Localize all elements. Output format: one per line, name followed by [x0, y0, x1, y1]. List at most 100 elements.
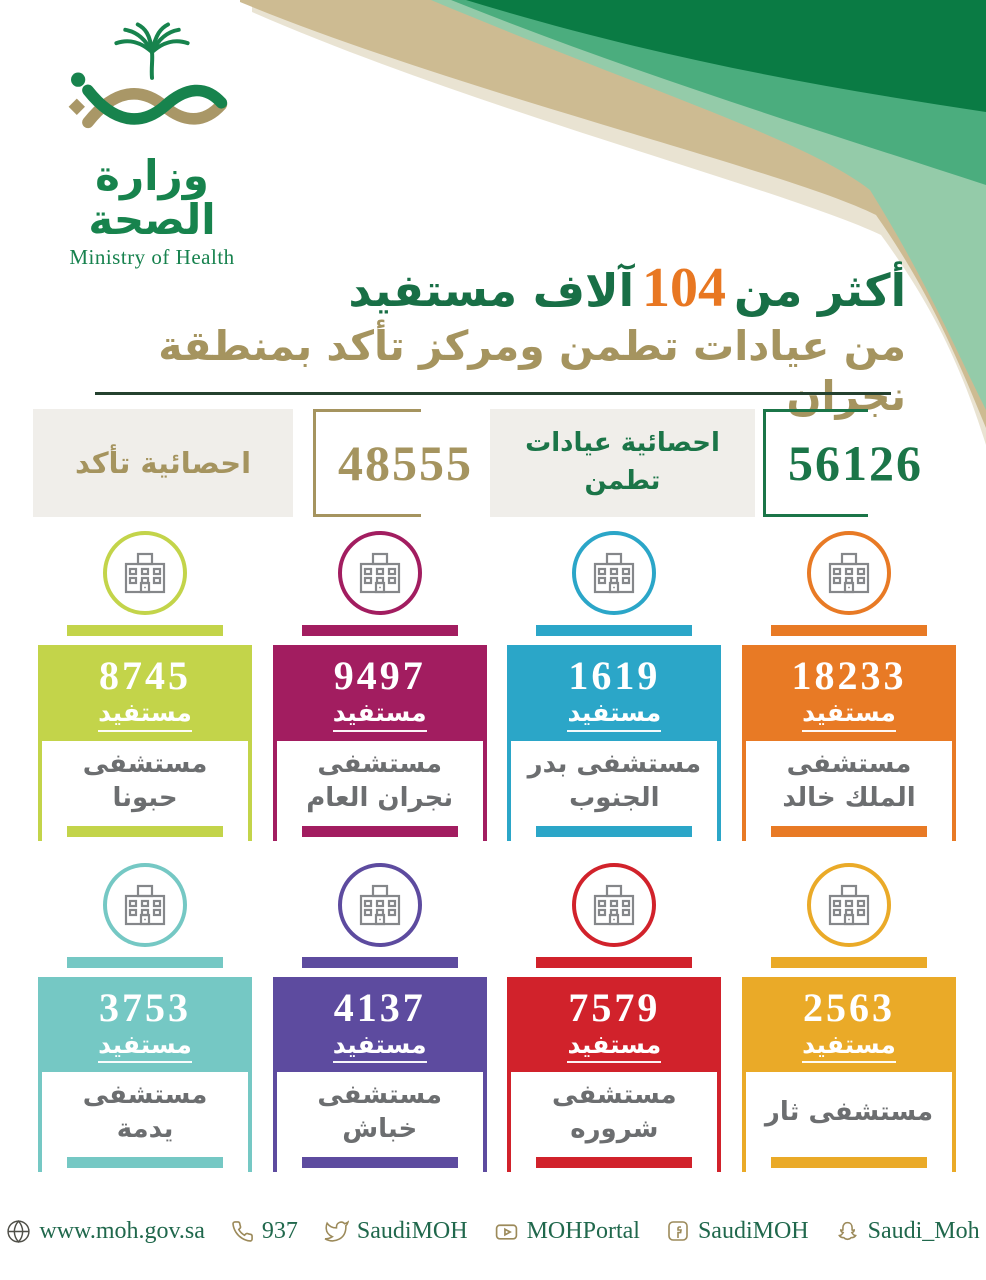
beneficiary-label: مستفيد [567, 699, 662, 732]
beneficiary-count: 4137 [333, 984, 426, 1030]
headline-divider [95, 392, 891, 395]
hospital-building-icon [359, 884, 400, 925]
hospital-card: 1619 مستفيد مستشفى بدر الجنوب [507, 531, 722, 841]
hospital-building-icon [124, 552, 166, 594]
stat-taakad-label: احصائية تأكد [33, 409, 293, 517]
headline: أكثر من104آلاف مستفيد من عيادات تطمن ومر… [0, 256, 986, 421]
hospital-name: مستشفى يدمة [82, 1080, 208, 1144]
card-top-bar [536, 625, 693, 636]
footer-item-youtube: MOHPortal [481, 1218, 653, 1245]
card-number-block: 18233 مستفيد [742, 645, 956, 741]
card-number-block: 3753 مستفيد [38, 976, 253, 1072]
card-name-block: مستشفى ثار [742, 1072, 956, 1172]
stat-taakad: احصائية تأكد 48555 [33, 409, 471, 517]
hospital-icon-circle [337, 862, 422, 947]
hospital-icon-circle [103, 862, 188, 947]
beneficiary-count: 7579 [568, 984, 661, 1030]
headline-main: أكثر من104آلاف مستفيد [80, 256, 906, 320]
hospital-icon-circle [807, 531, 891, 615]
twitter-icon [324, 1219, 349, 1244]
beneficiary-label: مستفيد [332, 1030, 427, 1063]
beneficiary-label: مستفيد [332, 699, 427, 732]
hospital-building-icon [359, 552, 400, 594]
hospital-card: 9497 مستفيد مستشفى نجران العام [272, 531, 487, 841]
card-name-block: مستشفى خباش [272, 1072, 487, 1172]
hospital-icon-circle [572, 862, 657, 947]
card-name-block: مستشفى الملك خالد [742, 740, 956, 841]
hospital-name: مستشفى نجران العام [306, 748, 454, 813]
snapchat-icon [835, 1219, 860, 1244]
beneficiary-label: مستفيد [567, 1030, 662, 1063]
footer-website-text: www.moh.gov.sa [39, 1217, 205, 1244]
footer-youtube-text: MOHPortal [526, 1217, 640, 1244]
beneficiary-label: مستفيد [802, 699, 896, 732]
card-name-block: مستشفى نجران العام [272, 740, 487, 841]
stat-tatamman-label: احصائية عيادات تطمن [490, 409, 755, 517]
card-top-bar [301, 625, 458, 636]
card-number-block: 9497 مستفيد [272, 645, 487, 741]
card-name-block: مستشفى بدر الجنوب [507, 740, 722, 841]
card-number-block: 4137 مستفيد [272, 976, 487, 1072]
globe-icon [6, 1219, 31, 1244]
hospital-name: مستشفى بدر الجنوب [527, 748, 702, 813]
headline-number: 104 [642, 257, 727, 319]
headline-prefix: أكثر من [734, 264, 906, 317]
hospital-card: 8745 مستفيد مستشفى حبونا [38, 531, 253, 841]
hospital-icon-circle [807, 862, 891, 947]
hospital-icon-circle [337, 531, 422, 615]
beneficiary-count: 1619 [568, 653, 661, 698]
beneficiary-count: 8745 [99, 653, 192, 698]
footer-item-phone: 937 [218, 1218, 311, 1245]
hospital-icon-circle [572, 531, 657, 615]
card-number-block: 7579 مستفيد [507, 976, 722, 1072]
hospital-name: مستشفى الملك خالد [782, 748, 916, 813]
hospital-card: 4137 مستفيد مستشفى خباش [272, 862, 487, 1172]
footer-facebook-text: SaudiMOH [697, 1217, 809, 1244]
stat-tatamman-value: 56126 [788, 435, 923, 491]
hospital-building-icon [594, 884, 635, 925]
card-bottom-bar [771, 1157, 927, 1168]
card-bottom-bar [771, 825, 927, 837]
hospital-name: مستشفى حبونا [82, 748, 208, 813]
hospital-building-icon [828, 884, 870, 925]
footer-twitter-text: SaudiMOH [356, 1217, 468, 1244]
hospital-name: مستشفى شروره [552, 1080, 677, 1144]
card-top-bar [536, 956, 693, 968]
stat-tatamman: احصائية عيادات تطمن 56126 [490, 409, 921, 517]
footer-item-twitter: SaudiMOH [311, 1218, 481, 1245]
stat-taakad-bracket: 48555 [313, 409, 471, 517]
card-top-bar [771, 625, 927, 636]
card-number-block: 8745 مستفيد [38, 645, 253, 741]
card-bottom-bar [67, 825, 224, 837]
footer-snapchat-text: Saudi_Moh [867, 1217, 980, 1244]
card-name-block: مستشفى يدمة [38, 1072, 253, 1172]
card-number-block: 2563 مستفيد [742, 976, 956, 1072]
card-bottom-bar [67, 1157, 224, 1168]
hospital-card: 7579 مستفيد مستشفى شروره [507, 862, 722, 1172]
summary-stats: احصائية تأكد 48555 احصائية عيادات تطمن 5… [33, 409, 921, 517]
moh-emblem-icon [68, 22, 228, 129]
headline-subtitle: من عيادات تطمن ومركز تأكد بمنطقة نجران [158, 322, 906, 420]
youtube-icon [494, 1219, 519, 1244]
footer-item-snapchat: Saudi_Moh [822, 1218, 986, 1245]
headline-suffix: آلاف مستفيد [348, 264, 635, 317]
hospital-icon-circle [103, 531, 188, 615]
hospital-building-icon [594, 552, 635, 594]
beneficiary-label: مستفيد [98, 699, 192, 732]
stat-taakad-value: 48555 [338, 435, 473, 491]
hospital-card: 18233 مستفيد مستشفى الملك خالد [742, 531, 956, 841]
hospital-name: مستشفى خباش [317, 1080, 443, 1144]
stat-tatamman-bracket: 56126 [763, 409, 921, 517]
beneficiary-count: 9497 [333, 653, 426, 698]
card-number-block: 1619 مستفيد [507, 645, 722, 741]
card-bottom-bar [301, 1157, 458, 1168]
beneficiary-count: 18233 [791, 653, 907, 698]
card-top-bar [301, 956, 458, 968]
card-name-block: مستشفى شروره [507, 1072, 722, 1172]
hospital-card: 3753 مستفيد مستشفى يدمة [38, 862, 253, 1172]
facebook-icon [666, 1219, 690, 1243]
phone-icon [231, 1220, 254, 1243]
beneficiary-label: مستفيد [98, 1030, 192, 1063]
card-bottom-bar [536, 1157, 693, 1168]
card-top-bar [67, 625, 224, 636]
